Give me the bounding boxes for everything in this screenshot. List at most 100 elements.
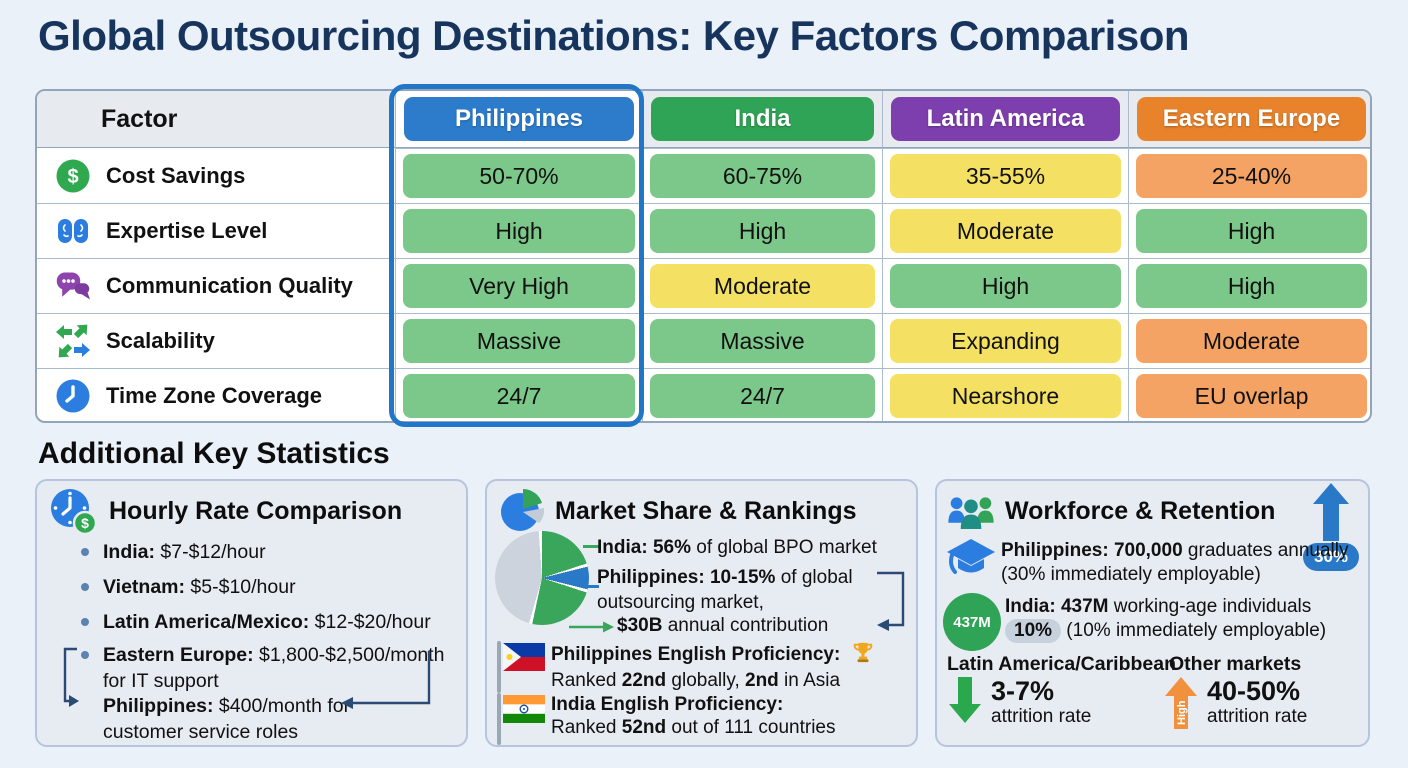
latam-attrition-rate: 3-7% [991, 676, 1055, 706]
list-item-eastern-europe: Eastern Europe: $1,800-$2,500/month for … [81, 642, 457, 694]
column-header-eastern-europe: Eastern Europe [1137, 97, 1366, 141]
philippines-flag-icon [503, 643, 545, 676]
list-item-india: India: $7-$12/hour [81, 539, 266, 565]
svg-text:High: High [1176, 700, 1188, 725]
column-header-latin-america: Latin America [891, 97, 1120, 141]
column-header-philippines-cell: Philippines [395, 91, 642, 148]
india-share-line: India: 56% of global BPO market [597, 537, 877, 558]
connector-bracket-left [63, 647, 79, 707]
india-437m-badge: 437M [943, 593, 1001, 651]
factor-column-header: Factor [37, 91, 395, 148]
column-header-india: India [651, 97, 874, 141]
up-arrow-icon [1313, 483, 1349, 541]
down-arrow-icon [949, 677, 981, 723]
india-workforce-line: India: 437M working-age individuals 10% … [1005, 596, 1327, 643]
value-cell: 35-55% [890, 154, 1121, 198]
value-cell: High [650, 209, 875, 253]
latam-attrition-heading: Latin America/Caribbean [947, 653, 1177, 675]
philippines-graduates-line: Philippines: 700,000 graduates annually … [1001, 540, 1349, 585]
svg-text:$: $ [67, 166, 78, 188]
market-card-title: Market Share & Rankings [555, 497, 857, 525]
latam-attrition: 3-7% attrition rate [949, 677, 1091, 729]
factor-label: Communication Quality [106, 273, 353, 298]
value-cell: High [890, 264, 1121, 308]
value-cell: 50-70% [403, 154, 635, 198]
value-cell: 24/7 [403, 374, 635, 418]
list-item-vietnam: Vietnam: $5-$10/hour [81, 574, 296, 600]
clock-icon [55, 378, 91, 414]
india-proficiency: India English Proficiency: Ranked 52nd o… [551, 694, 836, 738]
flag-pole [497, 641, 501, 693]
value-cell: Massive [403, 319, 635, 363]
philippines-share-line: Philippines: 10-15% of global outsourcin… [597, 567, 853, 613]
value-cell: Expanding [890, 319, 1121, 363]
clock-dollar-icon: $ [49, 487, 98, 540]
page-title: Global Outsourcing Destinations: Key Fac… [38, 12, 1190, 59]
growth-arrow-badge: 30% [1300, 483, 1362, 571]
india-10-pill: 10% [1005, 619, 1062, 643]
value-cell: Moderate [890, 209, 1121, 253]
factor-cell-communication-quality: Communication Quality [37, 258, 395, 313]
value-cell: 24/7 [650, 374, 875, 418]
list-item-latin-america: Latin America/Mexico: $12-$20/hour [81, 609, 431, 635]
factor-cell-scalability: Scalability [37, 313, 395, 368]
workforce-card-title: Workforce & Retention [1005, 497, 1276, 525]
bullet-icon [81, 651, 89, 659]
column-header-eastern-europe-cell: Eastern Europe [1128, 91, 1370, 148]
connector-philippines-line [585, 585, 599, 588]
value-cell: High [403, 209, 635, 253]
value-cell: Very High [403, 264, 635, 308]
value-cell: High [1136, 264, 1367, 308]
high-up-arrow-icon: High [1165, 677, 1197, 729]
factor-cell-time-zone-coverage: Time Zone Coverage [37, 368, 395, 421]
comparison-table: Factor Philippines India Latin America E… [35, 89, 1372, 423]
value-cell: EU overlap [1136, 374, 1367, 418]
value-cell: 25-40% [1136, 154, 1367, 198]
other-attrition-rate: 40-50% [1207, 676, 1301, 706]
hourly-card-title: Hourly Rate Comparison [109, 497, 403, 525]
contribution-line: $30B annual contribution [617, 615, 829, 636]
factor-label: Expertise Level [106, 218, 268, 243]
market-share-pie-chart [495, 531, 589, 625]
factor-label: Scalability [106, 328, 215, 353]
graduation-cap-icon [945, 537, 997, 590]
factor-label: Time Zone Coverage [106, 383, 322, 408]
workforce-card: Workforce & Retention 30% Philippines: 7… [935, 479, 1370, 747]
bullet-icon [81, 618, 89, 626]
factor-cell-expertise-level: Expertise Level [37, 203, 395, 258]
people-icon [947, 495, 995, 535]
stats-cards: $ Hourly Rate Comparison India: $7-$12/h… [35, 479, 1372, 747]
column-header-philippines: Philippines [404, 97, 634, 141]
dollar-icon: $ [55, 158, 91, 194]
value-cell: 60-75% [650, 154, 875, 198]
market-share-card: Market Share & Rankings India: 56% of gl… [485, 479, 918, 747]
column-header-india-cell: India [642, 91, 882, 148]
value-cell: High [1136, 209, 1367, 253]
latam-attrition-label: attrition rate [991, 706, 1092, 727]
brain-icon [55, 213, 91, 249]
growth-badge: 30% [1303, 543, 1360, 571]
stats-heading: Additional Key Statistics [38, 437, 390, 470]
connector-arrow-right [341, 651, 431, 709]
value-cell: Nearshore [890, 374, 1121, 418]
flag-pole [497, 693, 501, 745]
value-cell: Moderate [650, 264, 875, 308]
other-attrition-label: attrition rate [1207, 706, 1308, 727]
column-header-latin-america-cell: Latin America [882, 91, 1128, 148]
connector-30b-arrow [569, 621, 614, 633]
chat-bubbles-icon [55, 268, 91, 304]
india-flag-icon [503, 695, 545, 728]
connector-bracket-contribution [877, 571, 905, 631]
other-markets-attrition: High 40-50% attrition rate [1165, 677, 1307, 729]
connector-india-line [583, 545, 599, 548]
philippines-proficiency: Philippines English Proficiency: Ranked … [551, 641, 901, 692]
value-cell: Massive [650, 319, 875, 363]
hourly-rate-card: $ Hourly Rate Comparison India: $7-$12/h… [35, 479, 468, 747]
list-item-philippines: Philippines: $400/month for customer ser… [103, 695, 351, 743]
other-markets-heading: Other markets [1169, 653, 1302, 675]
bullet-icon [81, 583, 89, 591]
scale-arrows-icon [55, 323, 91, 359]
svg-text:$: $ [81, 515, 89, 531]
factor-label: Cost Savings [106, 162, 246, 188]
value-cell: Moderate [1136, 319, 1367, 363]
